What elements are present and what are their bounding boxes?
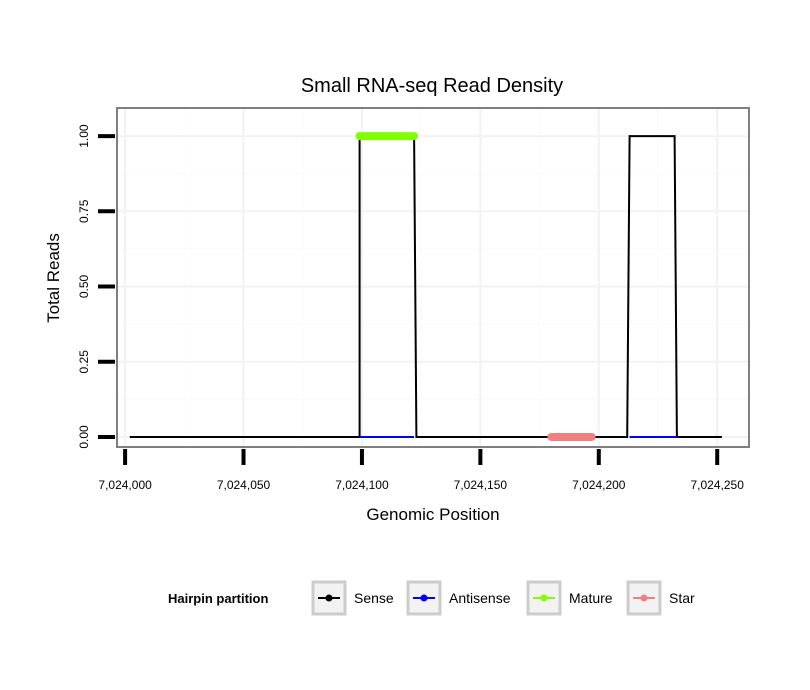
- legend-key-point-mature: [540, 594, 548, 602]
- legend-label-antisense: Antisense: [449, 590, 511, 606]
- plot-panel-border: [116, 107, 750, 448]
- x-axis-tick-label: 7,024,050: [217, 478, 271, 492]
- x-axis: 7,024,000 7,024,050 7,024,100 7,024,150 7,02…: [98, 449, 744, 492]
- legend-label-sense: Sense: [354, 590, 394, 606]
- y-axis-title: Total Reads: [44, 233, 63, 323]
- legend-key-point-antisense: [420, 594, 428, 602]
- legend-key-point-star: [640, 594, 648, 602]
- x-axis-tick-label: 7,024,250: [691, 478, 745, 492]
- y-axis-tick-label: 1.00: [77, 124, 91, 148]
- x-axis-title: Genomic Position: [366, 505, 499, 524]
- y-axis: 0.00 0.25 0.50 0.75 1.00: [77, 124, 115, 449]
- legend-key-point-sense: [325, 594, 333, 602]
- x-axis-tick-label: 7,024,200: [572, 478, 626, 492]
- y-axis-tick-label: 0.50: [77, 274, 91, 298]
- legend-title: Hairpin partition: [168, 591, 268, 606]
- legend: Hairpin partition Sense Antisense Mature St…: [168, 580, 695, 616]
- grid: [118, 109, 748, 446]
- legend-items: Sense Antisense Mature Star: [311, 580, 695, 616]
- y-axis-tick-label: 0.25: [77, 350, 91, 374]
- legend-label-mature: Mature: [569, 590, 613, 606]
- chart-title: Small RNA-seq Read Density: [301, 75, 563, 97]
- x-axis-tick-label: 7,024,100: [335, 478, 389, 492]
- series-sense-line: [129, 135, 722, 438]
- x-axis-tick-label: 7,024,150: [454, 478, 508, 492]
- y-axis-tick-label: 0.75: [77, 199, 91, 223]
- series-layer: [129, 132, 722, 441]
- y-axis-tick-label: 0.00: [77, 425, 91, 449]
- x-axis-tick-label: 7,024,000: [98, 478, 152, 492]
- legend-label-star: Star: [669, 590, 695, 606]
